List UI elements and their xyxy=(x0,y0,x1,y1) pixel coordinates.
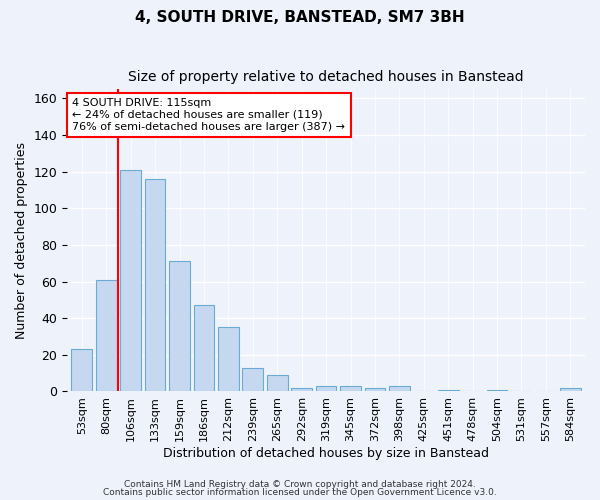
Bar xyxy=(340,386,361,392)
Bar xyxy=(169,262,190,392)
Bar xyxy=(365,388,385,392)
Bar xyxy=(389,386,410,392)
Bar xyxy=(145,179,166,392)
Text: Contains HM Land Registry data © Crown copyright and database right 2024.: Contains HM Land Registry data © Crown c… xyxy=(124,480,476,489)
Bar xyxy=(194,306,214,392)
Bar xyxy=(487,390,508,392)
Bar xyxy=(291,388,312,392)
Bar xyxy=(560,388,581,392)
Bar xyxy=(96,280,116,392)
Bar xyxy=(71,350,92,392)
Bar xyxy=(316,386,337,392)
Title: Size of property relative to detached houses in Banstead: Size of property relative to detached ho… xyxy=(128,70,524,84)
Bar xyxy=(438,390,458,392)
X-axis label: Distribution of detached houses by size in Banstead: Distribution of detached houses by size … xyxy=(163,447,489,460)
Bar xyxy=(242,368,263,392)
Bar xyxy=(218,328,239,392)
Text: Contains public sector information licensed under the Open Government Licence v3: Contains public sector information licen… xyxy=(103,488,497,497)
Text: 4, SOUTH DRIVE, BANSTEAD, SM7 3BH: 4, SOUTH DRIVE, BANSTEAD, SM7 3BH xyxy=(135,10,465,25)
Text: 4 SOUTH DRIVE: 115sqm
← 24% of detached houses are smaller (119)
76% of semi-det: 4 SOUTH DRIVE: 115sqm ← 24% of detached … xyxy=(73,98,346,132)
Bar xyxy=(267,375,287,392)
Bar xyxy=(120,170,141,392)
Y-axis label: Number of detached properties: Number of detached properties xyxy=(15,142,28,339)
